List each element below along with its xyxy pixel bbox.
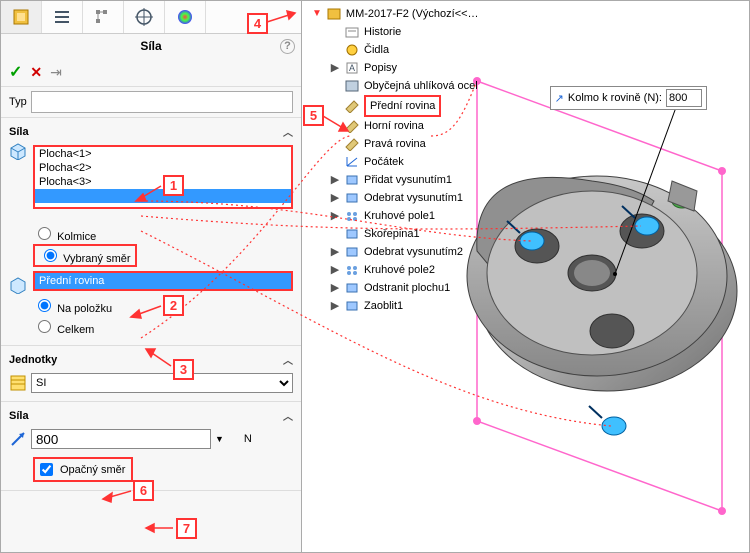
collapse-icon[interactable]: ︿	[283, 352, 293, 367]
force-arrow-icon	[9, 430, 27, 448]
reverse-checkbox[interactable]	[40, 463, 53, 476]
list-item[interactable]: Plocha<1>	[35, 147, 291, 161]
tree-root[interactable]: ▼ MM-2017-F2 (Výchozí<<…	[312, 5, 479, 23]
tree-item[interactable]: ▶Přidat vysunutím1	[312, 171, 479, 189]
tree-item[interactable]: Čidla	[312, 41, 479, 59]
collapse-icon[interactable]: ︿	[283, 124, 293, 139]
tree-item[interactable]: Obyčejná uhlíková ocel	[312, 77, 479, 95]
hist-icon	[344, 25, 360, 39]
sensor-icon	[344, 43, 360, 57]
tree-item[interactable]: ▶Odstranit plochu1	[312, 279, 479, 297]
force-value-input[interactable]	[31, 429, 211, 449]
tab-feature[interactable]	[1, 1, 42, 33]
property-panel: Síla ? ✓ ✕ ⇥ Typ Síla ︿ Plocha<1> Plocha…	[1, 1, 302, 552]
direction-selection[interactable]: Přední rovina	[33, 271, 293, 291]
tab-list[interactable]	[42, 1, 83, 33]
section-selection: Síla ︿ Plocha<1> Plocha<2> Plocha<3> Kol…	[1, 118, 301, 346]
plane-icon	[344, 99, 360, 113]
pin-button[interactable]: ⇥	[50, 64, 62, 81]
cancel-button[interactable]: ✕	[30, 64, 42, 81]
feature-tree[interactable]: ▼ MM-2017-F2 (Výchozí<<… HistorieČidla▶A…	[312, 5, 479, 315]
radio-celkem[interactable]: Celkem	[33, 316, 293, 337]
part-icon	[326, 7, 342, 21]
callout-2: 2	[163, 295, 184, 316]
force-flyout[interactable]: ↗ Kolmo k rovině (N):	[550, 86, 707, 110]
tree-item[interactable]: ▶Odebrat vysunutím1	[312, 189, 479, 207]
radio-smer[interactable]: Vybraný směr	[33, 244, 137, 267]
type-label: Typ	[9, 96, 27, 108]
tree-item[interactable]: Historie	[312, 23, 479, 41]
graphics-area: Přední rovina ↗ Kolmo k rovině (N): ▼ MM…	[302, 1, 749, 552]
panel-title: Síla	[140, 39, 161, 53]
tree-item[interactable]: ▶APopisy	[312, 59, 479, 77]
tree-item[interactable]: Přední rovina	[312, 95, 479, 117]
plane-icon	[344, 119, 360, 133]
mat-icon	[344, 79, 360, 93]
force-unit: N	[244, 433, 252, 445]
tree-item[interactable]: Horní rovina	[312, 117, 479, 135]
feat-icon	[344, 281, 360, 295]
tree-item[interactable]: Počátek	[312, 153, 479, 171]
panel-title-row: Síla ?	[1, 34, 301, 58]
section-units: Jednotky ︿ SI	[1, 346, 301, 402]
section-units-header[interactable]: Jednotky ︿	[1, 350, 301, 369]
callout-5: 5	[303, 105, 324, 126]
tree-item[interactable]: ▶Zaoblit1	[312, 297, 479, 315]
tree-item[interactable]: Pravá rovina	[312, 135, 479, 153]
force-flyout-label: Kolmo k rovině (N):	[568, 92, 662, 104]
tab-appearance[interactable]	[165, 1, 206, 33]
ok-button[interactable]: ✓	[9, 62, 22, 82]
section-force-header[interactable]: Síla ︿	[1, 406, 301, 425]
tree-item[interactable]: ▶Kruhové pole1	[312, 207, 479, 225]
tree-item[interactable]: Skořepina1	[312, 225, 479, 243]
callout-6: 6	[133, 480, 154, 501]
type-input[interactable]	[31, 91, 293, 113]
origin-icon	[344, 155, 360, 169]
feat-icon	[344, 173, 360, 187]
feat-icon	[344, 245, 360, 259]
feat-icon	[344, 227, 360, 241]
force-marker	[589, 406, 626, 435]
help-icon[interactable]: ?	[280, 39, 295, 54]
type-row: Typ	[1, 87, 301, 118]
callout-1: 1	[163, 175, 184, 196]
dropdown-arrow-icon[interactable]: ▼	[215, 434, 224, 444]
note-icon: A	[344, 61, 360, 75]
svg-text:A: A	[349, 63, 355, 73]
section-selection-header[interactable]: Síla ︿	[1, 122, 301, 141]
callout-7: 7	[176, 518, 197, 539]
callout-4: 4	[247, 13, 268, 34]
face-select-icon	[9, 142, 27, 160]
radio-kolmice[interactable]: Kolmice	[33, 223, 293, 244]
feat-icon	[344, 299, 360, 313]
force-flyout-input[interactable]	[666, 89, 702, 107]
feat-icon	[344, 191, 360, 205]
action-row: ✓ ✕ ⇥	[1, 58, 301, 87]
tree-item[interactable]: ▶Odebrat vysunutím2	[312, 243, 479, 261]
units-select[interactable]: SI	[31, 373, 293, 393]
reverse-checkbox-row[interactable]: Opačný směr	[33, 457, 133, 482]
collapse-icon[interactable]: ︿	[283, 408, 293, 423]
pattern-icon	[344, 263, 360, 277]
tab-target[interactable]	[124, 1, 165, 33]
tab-tree[interactable]	[83, 1, 124, 33]
list-item[interactable]: Plocha<2>	[35, 161, 291, 175]
pattern-icon	[344, 209, 360, 223]
plane-icon	[344, 137, 360, 151]
direction-select-icon	[9, 276, 27, 294]
direction-radios: Kolmice Vybraný směr	[33, 223, 293, 267]
tree-item[interactable]: ▶Kruhové pole2	[312, 261, 479, 279]
ruler-icon	[9, 374, 27, 392]
section-force-value: Síla ︿ ▼ N Opačný směr	[1, 402, 301, 491]
callout-3: 3	[173, 359, 194, 380]
